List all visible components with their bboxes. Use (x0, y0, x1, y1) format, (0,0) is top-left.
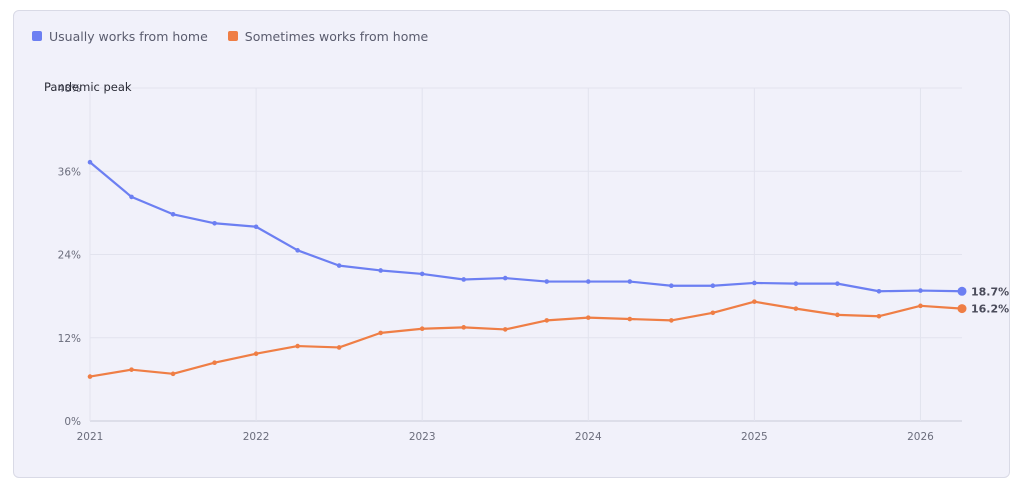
x-tick-label-4: 2025 (741, 431, 768, 443)
data-point-s0-21 (957, 286, 967, 296)
data-point-s0-11 (544, 279, 550, 284)
data-point-s1-7 (378, 330, 383, 336)
x-tick-label-1: 2022 (243, 431, 270, 443)
data-point-s1-2 (170, 371, 176, 377)
data-point-s1-8 (419, 326, 425, 332)
data-point-s1-9 (461, 325, 467, 330)
data-point-s0-7 (378, 268, 383, 273)
data-point-s0-5 (295, 248, 300, 253)
legend: Usually works from home Sometimes works … (32, 28, 428, 44)
data-point-s1-21 (957, 304, 967, 314)
y-tick-label-3: 36% (58, 166, 81, 178)
data-point-s1-0 (87, 374, 93, 379)
data-point-s1-19 (876, 313, 882, 319)
end-label-s0: 18.7% (971, 285, 1009, 298)
end-label-s1: 16.2% (971, 303, 1009, 316)
data-point-s0-13 (627, 279, 633, 284)
data-point-s1-1 (129, 367, 134, 372)
data-point-s0-4 (253, 224, 259, 230)
data-point-s0-19 (876, 288, 882, 294)
legend-swatch-usually (32, 31, 42, 41)
x-tick-label-2: 2023 (409, 431, 436, 443)
data-point-s0-10 (502, 275, 508, 281)
x-tick-label-3: 2024 (575, 431, 602, 443)
legend-item-usually[interactable]: Usually works from home (32, 29, 208, 44)
data-point-s1-6 (336, 345, 342, 350)
data-point-s0-18 (835, 281, 840, 286)
data-point-s1-4 (253, 351, 259, 357)
legend-label-usually: Usually works from home (49, 28, 208, 44)
x-tick-label-0: 2021 (77, 431, 104, 443)
data-point-s0-15 (710, 283, 716, 289)
data-point-s0-20 (918, 288, 923, 293)
legend-label-sometimes: Sometimes works from home (244, 28, 429, 44)
data-point-s1-18 (835, 312, 840, 318)
data-point-s1-12 (585, 315, 591, 320)
data-point-s0-17 (793, 281, 799, 286)
data-point-s1-3 (212, 360, 217, 366)
data-point-s0-0 (87, 159, 93, 165)
annotation-pandemic-peak: Pandemic peak (44, 80, 132, 94)
legend-swatch-sometimes (227, 31, 238, 41)
y-tick-label-0: 0% (64, 416, 81, 428)
data-point-s0-14 (669, 283, 674, 289)
data-point-s0-9 (461, 277, 467, 282)
data-point-s1-14 (669, 318, 674, 323)
data-point-s1-16 (752, 299, 757, 304)
data-point-s0-8 (419, 271, 425, 277)
data-point-s1-10 (502, 327, 508, 332)
data-point-s0-2 (170, 211, 176, 217)
data-point-s1-5 (295, 343, 300, 349)
data-point-s1-15 (710, 310, 716, 316)
series-line-0 (88, 161, 964, 293)
y-tick-label-2: 24% (58, 250, 81, 262)
data-point-s1-13 (627, 316, 633, 322)
data-point-s1-11 (544, 318, 550, 323)
x-tick-label-5: 2026 (907, 431, 934, 443)
legend-item-sometimes[interactable]: Sometimes works from home (227, 28, 429, 44)
data-point-s1-20 (918, 303, 923, 309)
data-point-s0-6 (336, 263, 342, 268)
y-tick-label-1: 12% (58, 333, 81, 345)
data-point-s0-1 (129, 194, 134, 200)
data-point-s0-3 (212, 220, 217, 226)
data-point-s1-17 (793, 306, 799, 311)
data-point-s0-12 (585, 279, 591, 284)
y-tick-label-4: 48% (58, 83, 81, 95)
series-line-1 (88, 300, 964, 378)
data-point-s0-16 (752, 280, 757, 286)
